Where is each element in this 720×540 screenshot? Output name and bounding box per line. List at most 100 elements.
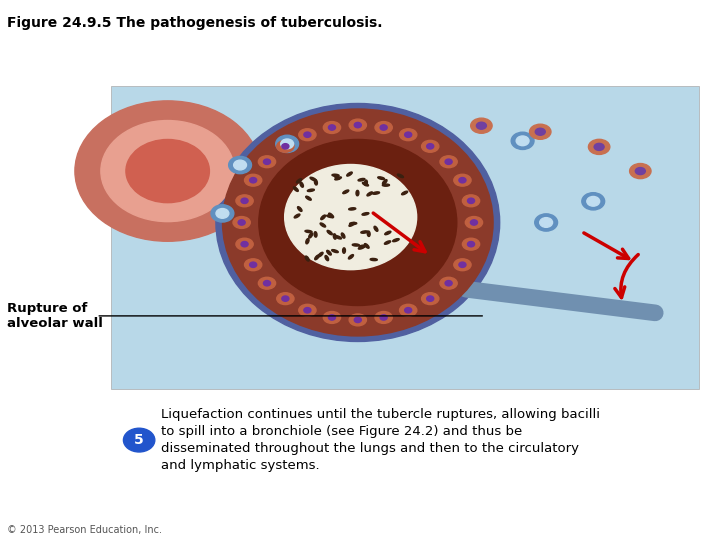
Circle shape (516, 136, 529, 146)
Ellipse shape (305, 230, 312, 233)
Ellipse shape (462, 195, 480, 207)
Ellipse shape (364, 244, 369, 248)
Ellipse shape (315, 255, 319, 260)
Ellipse shape (349, 119, 366, 131)
Ellipse shape (374, 226, 378, 231)
Ellipse shape (378, 177, 384, 179)
Ellipse shape (445, 159, 452, 164)
Ellipse shape (332, 249, 338, 253)
Ellipse shape (352, 244, 359, 246)
Ellipse shape (327, 215, 333, 218)
Ellipse shape (427, 296, 433, 301)
Circle shape (276, 135, 299, 152)
Ellipse shape (238, 220, 246, 225)
Ellipse shape (459, 262, 466, 267)
Ellipse shape (335, 177, 341, 180)
Ellipse shape (349, 222, 355, 226)
Ellipse shape (245, 259, 262, 271)
Ellipse shape (264, 159, 271, 164)
Ellipse shape (241, 241, 248, 247)
Ellipse shape (333, 234, 336, 239)
Ellipse shape (306, 239, 309, 244)
Ellipse shape (336, 235, 341, 239)
Ellipse shape (588, 139, 610, 154)
Ellipse shape (250, 262, 256, 267)
Circle shape (75, 101, 261, 241)
Ellipse shape (276, 293, 294, 305)
Ellipse shape (594, 143, 604, 150)
Ellipse shape (367, 231, 370, 237)
Ellipse shape (445, 281, 452, 286)
Ellipse shape (382, 180, 387, 184)
Circle shape (540, 218, 552, 227)
Ellipse shape (370, 259, 377, 261)
Ellipse shape (422, 293, 439, 305)
Circle shape (587, 197, 600, 206)
Ellipse shape (309, 233, 312, 238)
Ellipse shape (328, 125, 336, 130)
Text: © 2013 Pearson Education, Inc.: © 2013 Pearson Education, Inc. (7, 524, 162, 535)
Ellipse shape (364, 180, 367, 185)
Ellipse shape (380, 125, 387, 130)
Ellipse shape (454, 259, 471, 271)
Ellipse shape (325, 255, 328, 261)
Ellipse shape (467, 198, 474, 204)
Circle shape (216, 208, 229, 218)
Ellipse shape (375, 312, 392, 323)
Ellipse shape (299, 129, 316, 140)
Ellipse shape (462, 238, 480, 250)
Ellipse shape (304, 308, 311, 313)
Ellipse shape (440, 277, 457, 289)
Ellipse shape (359, 245, 366, 247)
Ellipse shape (216, 104, 500, 341)
Ellipse shape (245, 174, 262, 186)
Ellipse shape (454, 174, 471, 186)
Ellipse shape (384, 241, 391, 244)
Ellipse shape (529, 124, 551, 139)
Ellipse shape (629, 164, 651, 179)
Circle shape (211, 205, 234, 222)
Ellipse shape (354, 317, 361, 322)
Ellipse shape (341, 233, 345, 238)
Ellipse shape (635, 167, 645, 174)
Ellipse shape (361, 231, 368, 233)
Ellipse shape (375, 122, 392, 133)
Ellipse shape (328, 213, 333, 218)
Ellipse shape (467, 241, 474, 247)
Ellipse shape (380, 315, 387, 320)
Ellipse shape (400, 305, 417, 316)
Ellipse shape (236, 195, 253, 207)
Ellipse shape (477, 122, 487, 129)
Ellipse shape (427, 144, 433, 149)
Ellipse shape (327, 251, 331, 255)
Ellipse shape (347, 172, 352, 176)
Ellipse shape (258, 277, 276, 289)
Ellipse shape (356, 191, 359, 196)
Text: Rupture of
alveolar wall: Rupture of alveolar wall (7, 302, 103, 330)
Ellipse shape (294, 214, 300, 218)
Ellipse shape (362, 183, 369, 186)
Ellipse shape (349, 314, 366, 326)
Ellipse shape (471, 118, 492, 133)
Ellipse shape (440, 156, 457, 168)
Ellipse shape (397, 174, 403, 178)
Circle shape (101, 120, 235, 221)
Ellipse shape (343, 190, 348, 194)
Ellipse shape (328, 315, 336, 320)
FancyBboxPatch shape (111, 86, 699, 389)
Ellipse shape (405, 308, 412, 313)
Ellipse shape (282, 144, 289, 149)
Ellipse shape (315, 180, 318, 185)
Ellipse shape (402, 191, 408, 195)
Ellipse shape (258, 156, 276, 168)
Ellipse shape (318, 252, 323, 257)
Ellipse shape (264, 281, 271, 286)
Ellipse shape (332, 174, 339, 177)
Ellipse shape (362, 213, 369, 215)
Ellipse shape (367, 192, 372, 196)
Ellipse shape (358, 178, 365, 181)
Ellipse shape (354, 123, 361, 128)
Ellipse shape (304, 132, 311, 137)
Text: 5: 5 (134, 433, 144, 447)
Ellipse shape (241, 198, 248, 204)
